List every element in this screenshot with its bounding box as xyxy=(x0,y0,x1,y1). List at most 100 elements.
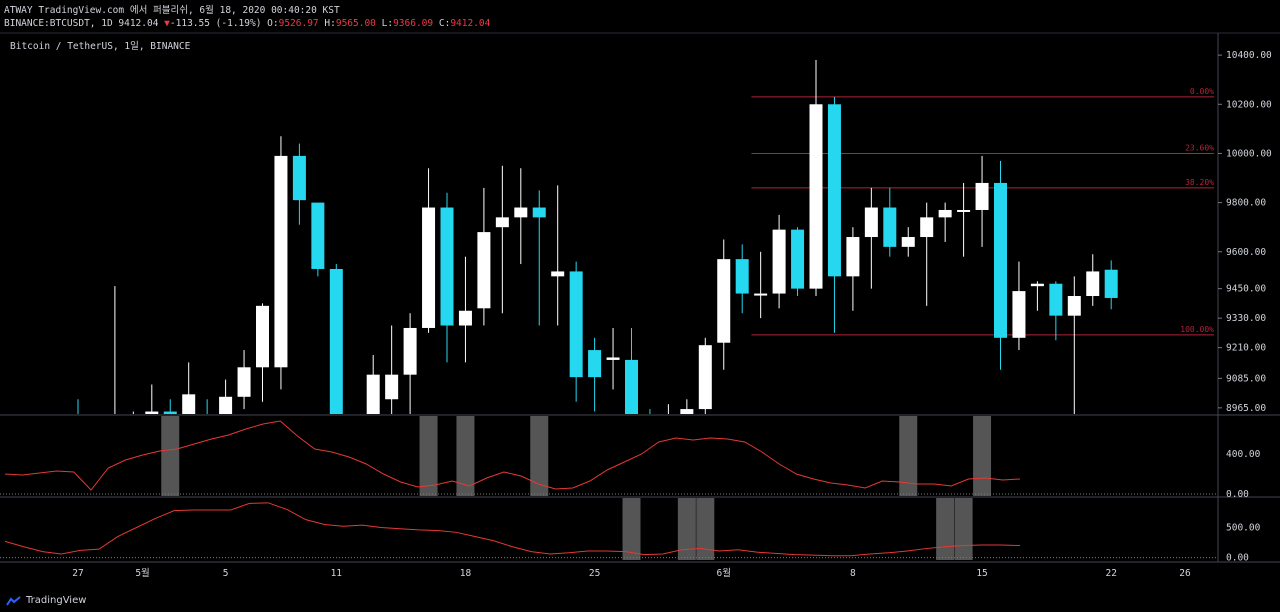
candle-body xyxy=(403,327,417,375)
ind1-line xyxy=(4,420,1021,491)
close-label: C: xyxy=(438,18,451,29)
candle-body xyxy=(477,232,491,309)
tradingview-icon xyxy=(6,595,21,606)
indicator-pane-1: 400.00 0.00 xyxy=(0,416,1261,500)
candle xyxy=(901,227,915,257)
candle-body xyxy=(920,217,934,238)
candle-body xyxy=(717,259,731,343)
symbol-label: BINANCE:BTCUSDT, 1D 9412.04 xyxy=(4,18,159,29)
time-axis[interactable]: 27 5월 5 11 18 25 6월 8 15 22 26 xyxy=(72,567,1191,579)
candle xyxy=(1104,260,1118,310)
ind1-tick-label: 400.00 xyxy=(1226,449,1261,460)
publish-line: ATWAY TradingView.com 에서 퍼블리쉬, 6월 18, 20… xyxy=(4,5,340,16)
candle-body xyxy=(458,310,472,326)
candle-body xyxy=(108,448,121,453)
price-tick-label: 10400.00 xyxy=(1226,50,1272,61)
candle xyxy=(1086,254,1100,306)
candle-body xyxy=(422,207,436,328)
candle xyxy=(994,160,1007,370)
candle-body xyxy=(366,374,380,414)
candle xyxy=(827,96,841,333)
candle-body xyxy=(606,357,620,360)
time-tick-label: 5 xyxy=(223,568,229,579)
candle xyxy=(532,190,546,326)
candle xyxy=(440,192,454,363)
fib-level-label: 23.60% xyxy=(1185,143,1214,152)
candle-body xyxy=(994,182,1007,338)
candle xyxy=(698,337,712,414)
change-value: -113.55 (-1.19%) xyxy=(169,18,262,29)
candle xyxy=(883,187,897,257)
candle-body xyxy=(754,293,768,296)
high-value: 9565.00 xyxy=(335,18,376,29)
candle xyxy=(219,379,233,414)
price-tick-label: 10000.00 xyxy=(1226,148,1272,159)
candle xyxy=(625,327,638,414)
open-label: O: xyxy=(267,18,279,29)
candle xyxy=(569,261,583,402)
ind2-highlight-bar xyxy=(677,498,696,560)
candle-body xyxy=(1012,291,1026,338)
chart-header: ATWAY TradingView.com 에서 퍼블리쉬, 6월 18, 20… xyxy=(4,4,490,30)
candle-body xyxy=(643,416,656,423)
time-tick-label: 6월 xyxy=(717,567,731,579)
candle xyxy=(292,143,306,225)
candle xyxy=(588,337,602,412)
candle-body xyxy=(1104,269,1118,298)
down-arrow-icon: ▼ xyxy=(164,18,170,29)
candle-body xyxy=(182,394,196,414)
candle-body xyxy=(551,271,565,277)
time-tick-label: 26 xyxy=(1179,568,1191,579)
candle-body xyxy=(569,271,583,378)
candle xyxy=(1012,261,1026,351)
candle-body xyxy=(772,229,786,294)
candle-body xyxy=(72,448,85,473)
ind2-highlight-bar xyxy=(696,498,715,560)
candle-body xyxy=(145,411,159,414)
price-tick-label: 8965.00 xyxy=(1226,403,1266,414)
candle-body xyxy=(237,367,251,397)
candle xyxy=(1049,281,1063,341)
candles-layer xyxy=(72,60,1118,546)
time-tick-label: 22 xyxy=(1105,568,1116,579)
ohlc-line: BINANCE:BTCUSDT, 1D 9412.04 ▼-113.55 (-1… xyxy=(4,17,490,30)
time-tick-label: 15 xyxy=(976,568,987,579)
candle xyxy=(1030,281,1044,311)
candle xyxy=(145,384,159,414)
candle xyxy=(422,168,436,333)
candle xyxy=(495,165,509,314)
candle-body xyxy=(274,155,288,368)
time-tick-label: 25 xyxy=(589,568,600,579)
price-tick-label: 9330.00 xyxy=(1226,313,1266,324)
candle-body xyxy=(1067,296,1081,316)
candle-body xyxy=(957,209,971,212)
pane-title: Bitcoin / TetherUS, 1일, BINANCE xyxy=(10,41,191,52)
time-tick-label: 8 xyxy=(850,568,856,579)
price-tick-label: 9600.00 xyxy=(1226,247,1266,258)
candle xyxy=(329,264,343,414)
candles-clip-group xyxy=(72,60,1118,546)
time-tick-label: 18 xyxy=(460,568,472,579)
candle xyxy=(108,286,121,453)
candle-body xyxy=(864,207,878,238)
candle-body xyxy=(440,207,454,326)
candle-body xyxy=(163,411,177,414)
ind2-highlight-bar xyxy=(622,498,641,560)
candle xyxy=(717,239,731,370)
chart-frame xyxy=(0,32,1280,563)
candle xyxy=(754,251,768,319)
candle xyxy=(206,399,208,414)
fib-retracement[interactable]: 0.00% 23.60% 38.20% 100.00% xyxy=(751,87,1214,336)
candle xyxy=(132,411,134,414)
candle xyxy=(348,448,361,546)
ind2-highlight-bar xyxy=(954,498,973,560)
candle xyxy=(366,355,380,414)
candle-body xyxy=(385,374,399,400)
candle xyxy=(90,419,103,522)
candle-body xyxy=(90,453,103,473)
time-tick-label: 5월 xyxy=(135,567,149,579)
price-tick-label: 9085.00 xyxy=(1226,373,1266,384)
price-axis[interactable]: 8965.00 9085.00 9210.00 9330.00 9450.00 9600.… xyxy=(1218,50,1272,414)
time-tick-label: 11 xyxy=(331,568,343,579)
